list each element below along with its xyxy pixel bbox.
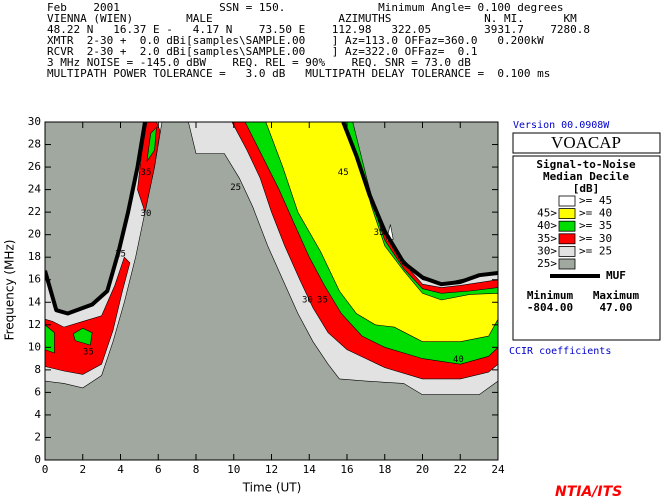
- legend-prefix: 45>: [537, 207, 557, 220]
- y-tick-label: 14: [28, 295, 42, 308]
- contour-label: 25: [230, 183, 241, 193]
- contour-label: 35: [374, 228, 385, 238]
- legend-label: >= 25: [579, 244, 612, 257]
- x-tick-label: 16: [340, 463, 353, 476]
- y-tick-label: 24: [28, 183, 42, 196]
- legend-label: >= 45: [579, 194, 612, 207]
- legend-title: Signal-to-Noise: [536, 158, 636, 171]
- stat-label: Minimum: [527, 289, 574, 302]
- stat-label: Maximum: [593, 289, 640, 302]
- header-line: XMTR 2-30 + 0.0 dBi[samples\SAMPLE.00 ] …: [47, 34, 544, 47]
- legend-label: >= 30: [579, 232, 612, 245]
- x-tick-label: 24: [491, 463, 505, 476]
- y-tick-label: 10: [28, 340, 41, 353]
- x-tick-label: 12: [265, 463, 278, 476]
- contour-region: [72, 327, 93, 346]
- program-box: [512, 132, 661, 154]
- y-tick-label: 22: [28, 205, 41, 218]
- y-tick-label: 20: [28, 228, 41, 241]
- x-tick-label: 20: [416, 463, 429, 476]
- legend-title: [dB]: [573, 182, 600, 195]
- legend-prefix: 30>: [537, 244, 557, 257]
- legend-swatch: [558, 220, 576, 232]
- x-tick-label: 8: [193, 463, 200, 476]
- y-tick-label: 16: [28, 273, 41, 286]
- contour-label: 30: [141, 209, 152, 219]
- legend-muf-label: MUF: [606, 269, 626, 282]
- legend: >= 45 45> >= 40 40> >= 35 35> >= 30 30> >= 25 25>…: [527, 194, 640, 314]
- y-tick-label: 18: [28, 250, 41, 263]
- header: Feb 2001 SSN = 150. Minimum Angle= 0.100…: [47, 1, 590, 80]
- x-tick-label: 10: [227, 463, 240, 476]
- legend-prefix: 35>: [537, 232, 557, 245]
- muf-line: [45, 122, 498, 316]
- stat-value: -804.00: [527, 301, 573, 314]
- header-line: RCVR 2-30 + 2.0 dBi[samples\SAMPLE.00 ] …: [47, 45, 477, 58]
- contour-region: [45, 324, 55, 354]
- legend-box: [512, 155, 661, 341]
- contour-label: 35: [83, 347, 94, 357]
- x-tick-label: 18: [378, 463, 391, 476]
- legend-swatch: [558, 233, 576, 245]
- x-tick-label: 22: [454, 463, 467, 476]
- header-line: MULTIPATH POWER TOLERANCE = 3.0 dB MULTI…: [47, 67, 550, 80]
- legend-swatch: [558, 245, 576, 257]
- legend-swatch: [558, 195, 576, 207]
- legend-prefix: 25>: [537, 257, 557, 270]
- legend-swatch: [558, 258, 576, 270]
- contour-label: 45: [338, 168, 349, 178]
- contour-region: [45, 256, 131, 375]
- y-tick-label: 4: [34, 408, 41, 421]
- y-tick-label: 12: [28, 318, 41, 331]
- program-name: VOACAP: [551, 133, 621, 152]
- y-axis-title: Frequency (MHz): [3, 240, 17, 341]
- y-tick-label: 8: [34, 363, 41, 376]
- x-tick-label: 2: [79, 463, 86, 476]
- y-tick-label: 28: [28, 138, 41, 151]
- legend-swatch: [558, 208, 576, 220]
- x-tick-label: 4: [117, 463, 124, 476]
- contour-label: 30: [302, 296, 313, 306]
- y-tick-label: 26: [28, 160, 41, 173]
- header-line: 48.22 N 16.37 E - 4.17 N 73.50 E 112.98 …: [47, 23, 590, 36]
- contours: 25 30 35 40 35 45 35 25 30 35: [45, 122, 498, 395]
- contour-label: 25: [115, 249, 126, 259]
- x-tick-label: 14: [303, 463, 317, 476]
- legend-label: >= 35: [579, 219, 612, 232]
- y-tick-label: 30: [28, 115, 41, 128]
- footnote: CCIR coefficients: [509, 346, 611, 357]
- x-tick-label: 6: [155, 463, 162, 476]
- y-tick-label: 6: [34, 385, 41, 398]
- x-axis-title: Time (UT): [242, 481, 302, 495]
- x-tick-label: 0: [42, 463, 49, 476]
- y-tick-label: 0: [34, 453, 41, 466]
- contour-label: 35: [317, 296, 328, 306]
- stat-value: 47.00: [599, 301, 632, 314]
- legend-label: >= 40: [579, 207, 612, 220]
- contour-region: [146, 126, 157, 162]
- contour-label: 35: [141, 168, 152, 178]
- y-tick-label: 2: [34, 430, 41, 443]
- version: Version 00.0908W: [513, 120, 610, 131]
- legend-prefix: 40>: [537, 219, 557, 232]
- header-line: 3 MHz NOISE = -145.0 dBW REQ. REL = 90% …: [47, 56, 471, 69]
- brand: NTIA/ITS: [555, 484, 622, 500]
- legend-title: Median Decile: [543, 170, 629, 183]
- contour-label: 40: [453, 355, 464, 365]
- header-line: VIENNA (WIEN) MALE AZIMUTHS N. MI. KM: [47, 12, 577, 25]
- header-line: Feb 2001 SSN = 150. Minimum Angle= 0.100…: [47, 1, 564, 14]
